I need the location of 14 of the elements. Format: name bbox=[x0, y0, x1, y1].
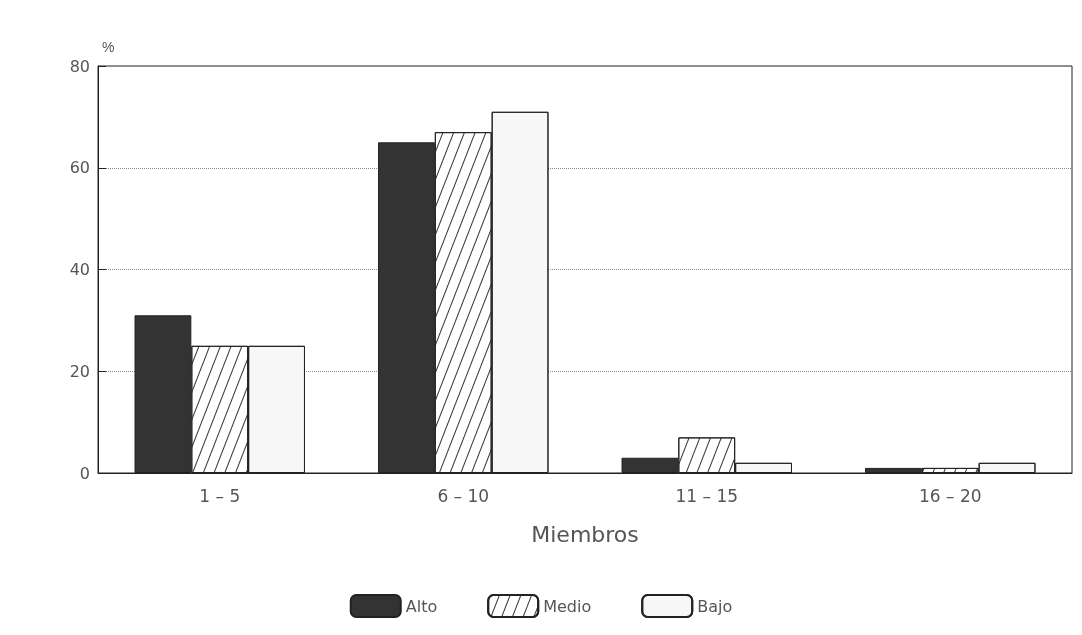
y-axis-title: % bbox=[102, 39, 115, 55]
y-tick-label: 20 bbox=[69, 361, 90, 381]
x-axis-title: Miembros bbox=[531, 521, 639, 547]
y-tick-label: 0 bbox=[79, 463, 90, 483]
y-tick-label: 80 bbox=[69, 56, 90, 76]
x-tick-label: 1 – 5 bbox=[199, 485, 241, 506]
x-tick-label: 16 – 20 bbox=[918, 485, 982, 506]
legend-label: Alto bbox=[405, 596, 438, 616]
x-tick-label: 6 – 10 bbox=[437, 485, 490, 506]
legend-label: Medio bbox=[543, 596, 592, 616]
legend-label: Bajo bbox=[697, 596, 733, 616]
x-tick-label: 11 – 15 bbox=[675, 485, 739, 506]
y-tick-label: 60 bbox=[69, 158, 90, 178]
y-tick-label: 40 bbox=[69, 260, 90, 279]
